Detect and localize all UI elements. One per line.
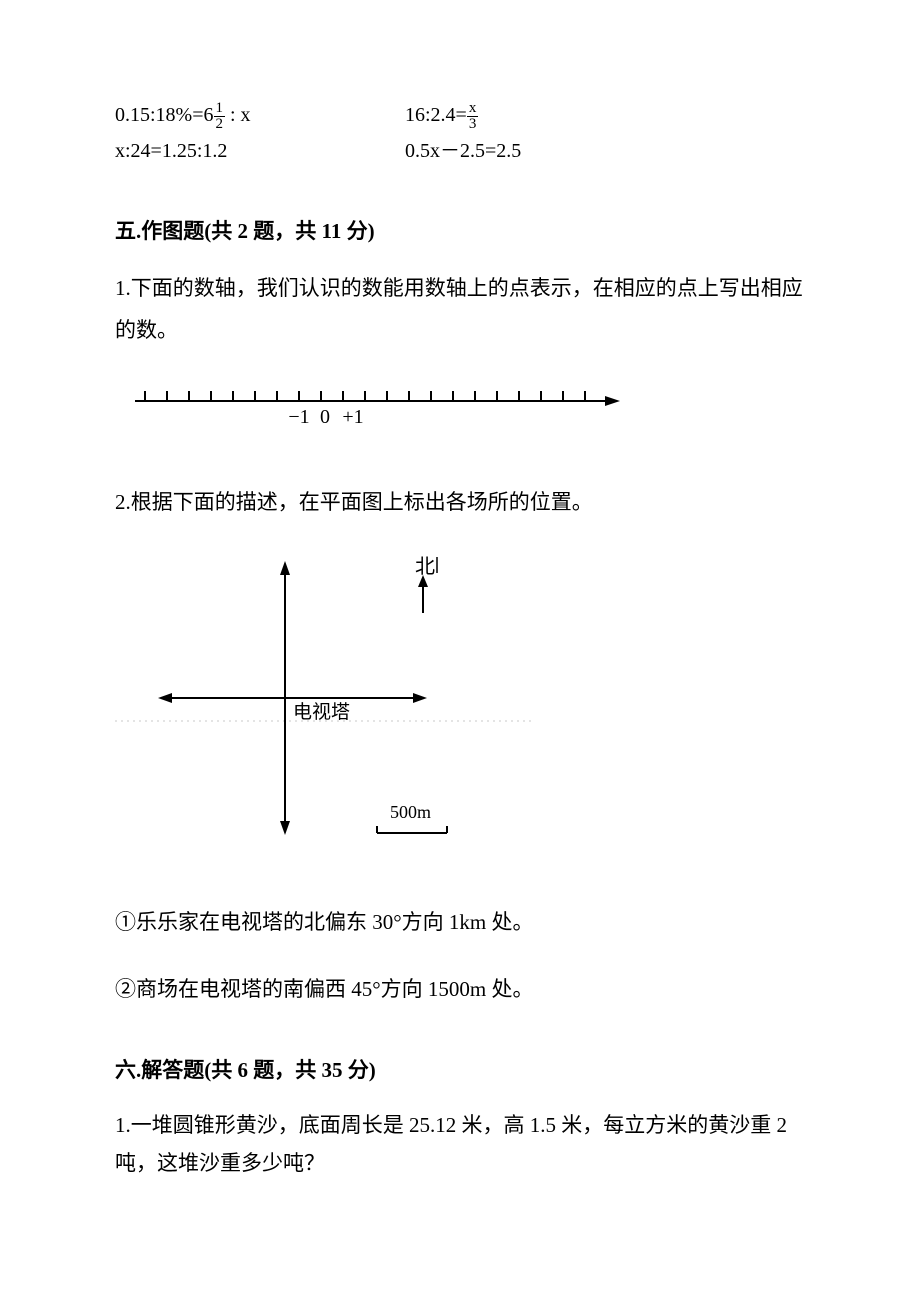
eq1-pre: 0.15:18%=6 — [115, 104, 214, 126]
section-6-title: 六.解答题(共 6 题，共 35 分) — [115, 1055, 805, 1087]
scale-label: 500m — [390, 802, 431, 822]
horizontal-arrow-left — [158, 693, 172, 703]
number-line-svg: −1 0 +1 — [115, 371, 635, 441]
north-label: 北 — [415, 555, 435, 578]
section-5-q2: 2.根据下面的描述，在平面图上标出各场所的位置。 — [115, 481, 805, 523]
numberline-label-plus1: +1 — [342, 406, 363, 428]
compass-figure: 电视塔 北 500m — [115, 543, 805, 873]
section-5-q1: 1.下面的数轴，我们认识的数能用数轴上的点表示，在相应的点上写出相应的数。 — [115, 267, 805, 351]
number-line-figure: −1 0 +1 — [115, 371, 805, 451]
numberline-arrow — [605, 396, 620, 406]
eq2-frac-den: 3 — [467, 117, 479, 132]
equation-3: x:24=1.25:1.2 — [115, 136, 405, 166]
eq1-fraction: 12 — [214, 101, 226, 132]
page-content: 0.15:18%=612 : x 16:2.4=x3 x:24=1.25:1.2… — [0, 0, 920, 1253]
numberline-label-minus1: −1 — [288, 406, 309, 428]
vertical-arrow-down — [280, 821, 290, 835]
equation-row-2: x:24=1.25:1.2 0.5x－2.5=2.5 — [115, 136, 805, 166]
equation-4: 0.5x－2.5=2.5 — [405, 136, 805, 166]
equation-1: 0.15:18%=612 : x — [115, 100, 405, 132]
eq2-frac-num: x — [467, 101, 479, 117]
eq1-post: : x — [225, 104, 251, 126]
numberline-ticks — [145, 391, 585, 401]
section-5-sub1: ①乐乐家在电视塔的北偏东 30°方向 1km 处。 — [115, 907, 805, 939]
section-5-sub2: ②商场在电视塔的南偏西 45°方向 1500m 处。 — [115, 974, 805, 1006]
compass-center-label: 电视塔 — [293, 701, 350, 723]
numberline-label-zero: 0 — [320, 406, 330, 428]
equation-2: 16:2.4=x3 — [405, 100, 805, 132]
section-5-title: 五.作图题(共 2 题，共 11 分) — [115, 216, 805, 248]
equations-block: 0.15:18%=612 : x 16:2.4=x3 x:24=1.25:1.2… — [115, 100, 805, 166]
eq2-pre: 16:2.4= — [405, 104, 467, 126]
horizontal-arrow-right — [413, 693, 427, 703]
vertical-arrow-up — [280, 561, 290, 575]
eq1-frac-den: 2 — [214, 117, 226, 132]
eq2-fraction: x3 — [467, 101, 479, 132]
compass-svg: 电视塔 北 500m — [115, 543, 535, 863]
eq1-frac-num: 1 — [214, 101, 226, 117]
equation-row-1: 0.15:18%=612 : x 16:2.4=x3 — [115, 100, 805, 132]
section-6-q1: 1.一堆圆锥形黄沙，底面周长是 25.12 米，高 1.5 米，每立方米的黄沙重… — [115, 1107, 805, 1183]
